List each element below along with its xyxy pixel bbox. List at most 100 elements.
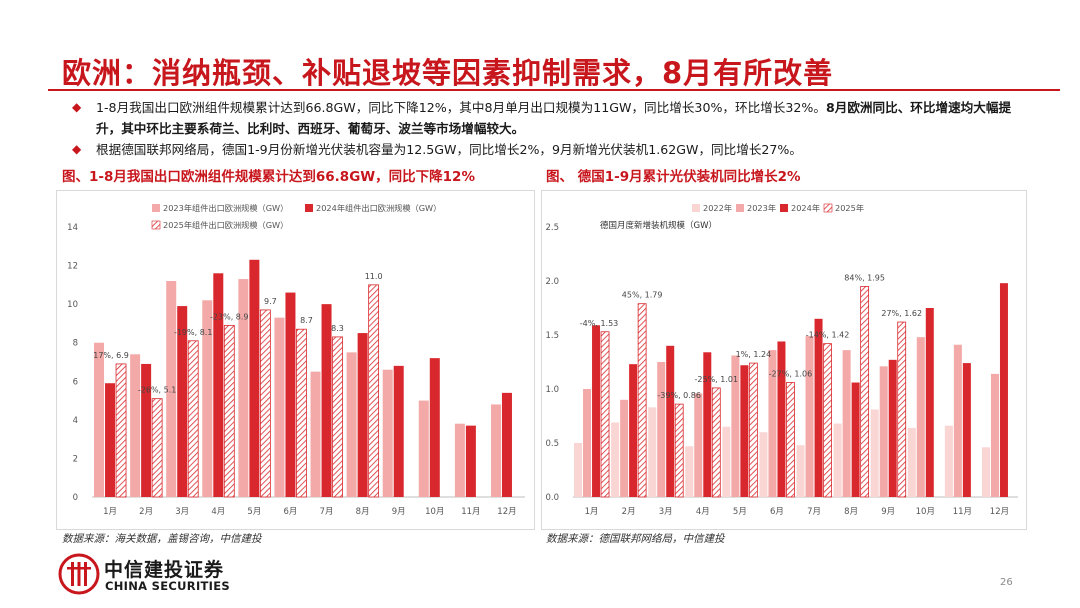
x-tick-label: 4月 — [696, 507, 710, 517]
legend-label: 2025年 — [835, 203, 864, 213]
bar — [851, 382, 860, 497]
bar — [274, 317, 285, 497]
data-label: -23%, 8.9 — [210, 312, 248, 321]
diamond-bullet-icon: ◆ — [72, 100, 82, 114]
bar — [501, 392, 512, 497]
legend-label: 2023年组件出口欧洲规模（GW） — [163, 203, 288, 213]
left-data-source: 数据来源：海关数据，盖锡咨询，中信建投 — [62, 533, 262, 545]
data-label: -4%, 1.53 — [580, 319, 618, 328]
bar — [879, 366, 888, 497]
bar — [418, 400, 429, 497]
y-tick-label: 0 — [73, 493, 78, 503]
title-divider — [48, 89, 1060, 91]
y-tick-label: 2 — [73, 454, 78, 464]
bar — [897, 321, 907, 498]
legend-swatch — [736, 204, 744, 212]
bar — [768, 350, 777, 497]
bar — [223, 324, 235, 498]
bar — [429, 358, 440, 497]
china-securities-logo-icon — [58, 553, 100, 595]
bar — [259, 309, 271, 498]
x-tick-label: 3月 — [659, 507, 673, 517]
bar — [777, 341, 786, 497]
logo-english-name: CHINA SECURITIES — [105, 579, 230, 593]
y-tick-label: 0.5 — [545, 439, 559, 449]
legend-swatch — [305, 204, 313, 212]
logo-chinese-name: 中信建投证券 — [104, 559, 225, 581]
bar — [393, 365, 404, 497]
bar — [888, 359, 897, 497]
y-tick-label: 4 — [73, 416, 78, 426]
bar — [907, 427, 916, 497]
x-tick-label: 11月 — [953, 507, 972, 517]
bar — [620, 399, 629, 497]
bar — [925, 308, 934, 497]
bar — [177, 306, 188, 497]
bar — [916, 337, 925, 497]
data-label: 17%, 6.9 — [93, 351, 129, 360]
bar — [490, 404, 501, 497]
y-tick-label: 12 — [67, 262, 78, 272]
bar — [870, 409, 879, 497]
data-label: 9.7 — [264, 297, 277, 306]
bar — [332, 336, 343, 498]
slide-title: 欧洲：消纳瓶颈、补贴退坡等因素抑制需求，8月有所改善 — [62, 56, 834, 90]
page-number: 26 — [1000, 577, 1013, 588]
y-tick-label: 1.5 — [545, 331, 559, 341]
y-tick-label: 2.5 — [545, 223, 559, 233]
data-label: 11.0 — [365, 272, 383, 281]
bar — [600, 331, 610, 498]
bar — [202, 300, 213, 497]
bar — [637, 303, 647, 498]
right-chart-panel: 0.0 0.5 1.0 1.5 2.0 2.5 德国月度新增装机规模（GW） 1月 2月 3月 4月… — [541, 190, 1027, 530]
x-tick-label: 8月 — [844, 507, 858, 517]
bar — [285, 292, 296, 497]
x-tick-label: 2月 — [622, 507, 636, 517]
x-tick-label: 11月 — [461, 507, 480, 517]
x-tick-label: 10月 — [916, 507, 935, 517]
data-label: 1%, 1.24 — [736, 350, 772, 359]
bar — [648, 407, 657, 497]
left-figure-caption: 图、1-8月我国出口欧洲组件规模累计达到66.8GW，同比下降12% — [62, 169, 475, 185]
x-tick-label: 3月 — [175, 507, 189, 517]
bar — [740, 365, 749, 497]
data-label: 8.7 — [300, 316, 313, 325]
bar — [382, 369, 393, 497]
bar — [796, 445, 805, 497]
x-tick-label: 6月 — [770, 507, 784, 517]
bar — [731, 355, 740, 497]
bar — [805, 336, 814, 497]
y-tick-label: 0.0 — [545, 493, 559, 503]
x-tick-label: 10月 — [425, 507, 444, 517]
x-tick-label: 5月 — [733, 507, 747, 517]
x-tick-label: 12月 — [990, 507, 1009, 517]
x-tick-label: 7月 — [807, 507, 821, 517]
bar — [465, 425, 476, 497]
legend-swatch — [780, 204, 788, 212]
bullet-item-1: ◆ 1-8月我国出口欧洲组件规模累计达到66.8GW，同比下降12%，其中8月单… — [70, 97, 1030, 139]
x-tick-label: 6月 — [283, 507, 297, 517]
bar — [130, 354, 141, 497]
x-tick-label: 12月 — [497, 507, 516, 517]
x-tick-label: 7月 — [320, 507, 334, 517]
x-tick-label: 8月 — [356, 507, 370, 517]
bar — [981, 447, 990, 497]
legend-label: 2024年 — [791, 203, 820, 213]
bar — [748, 362, 758, 498]
bar — [574, 443, 583, 497]
bar — [842, 350, 851, 497]
legend-swatch — [823, 203, 833, 213]
bar — [454, 423, 465, 497]
y-tick-label: 2.0 — [545, 277, 559, 287]
bar — [357, 333, 368, 497]
bar — [141, 363, 152, 497]
bar — [711, 387, 721, 498]
legend-swatch — [151, 220, 161, 230]
bar — [666, 345, 675, 497]
bar — [249, 259, 260, 497]
data-label: -27%, 1.06 — [769, 370, 813, 379]
bullet-item-2: ◆ 根据德国联邦网络局，德国1-9月份新增光伏装机容量为12.5GW，同比增长2… — [70, 139, 1030, 160]
data-label: 45%, 1.79 — [622, 291, 663, 300]
bullet-2-text: 根据德国联邦网络局，德国1-9月份新增光伏装机容量为12.5GW，同比增长2%，… — [96, 142, 802, 157]
bar — [657, 362, 666, 497]
